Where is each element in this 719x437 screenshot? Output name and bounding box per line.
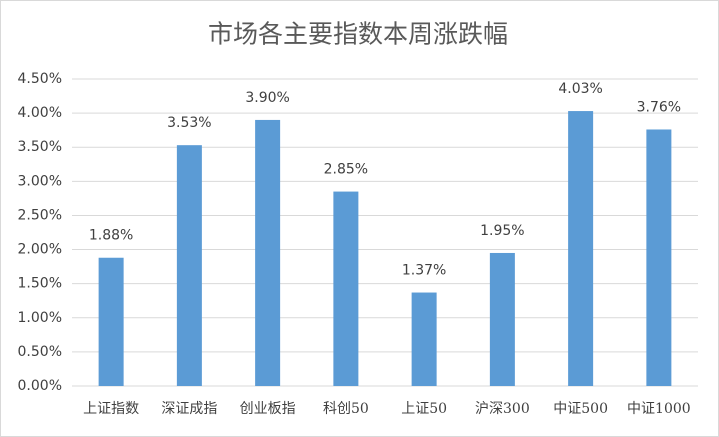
value-label: 3.53% bbox=[167, 115, 211, 131]
x-tick-label: 上证50 bbox=[401, 401, 447, 417]
x-tick-label: 科创50 bbox=[323, 401, 369, 417]
x-tick-label: 中证500 bbox=[553, 401, 608, 417]
y-tick-label: 4.50% bbox=[18, 71, 62, 87]
y-tick-label: 3.00% bbox=[18, 173, 62, 189]
value-label: 1.88% bbox=[89, 228, 133, 244]
y-tick-label: 1.50% bbox=[18, 276, 62, 292]
y-tick-label: 1.00% bbox=[18, 310, 62, 326]
chart-title: 市场各主要指数本周涨跌幅 bbox=[208, 20, 508, 49]
bar bbox=[411, 292, 437, 386]
bar bbox=[255, 119, 281, 386]
x-tick-label: 沪深300 bbox=[475, 401, 530, 417]
bar bbox=[568, 111, 594, 386]
bar bbox=[98, 257, 124, 386]
y-tick-label: 4.00% bbox=[18, 105, 62, 121]
y-tick-label: 2.00% bbox=[18, 242, 62, 258]
bar bbox=[489, 252, 515, 386]
bar bbox=[176, 145, 202, 386]
y-tick-label: 0.00% bbox=[18, 378, 62, 394]
value-label: 3.76% bbox=[637, 99, 681, 115]
value-label: 4.03% bbox=[558, 81, 602, 97]
x-tick-label: 创业板指 bbox=[240, 401, 296, 417]
y-tick-label: 0.50% bbox=[18, 344, 62, 360]
y-tick-label: 2.50% bbox=[18, 207, 62, 223]
bar bbox=[646, 129, 672, 387]
x-tick-label: 深证成指 bbox=[161, 401, 217, 417]
bar bbox=[333, 191, 359, 386]
value-label: 3.90% bbox=[245, 90, 289, 106]
y-tick-label: 3.50% bbox=[18, 139, 62, 155]
value-label: 2.85% bbox=[324, 162, 368, 178]
value-label: 1.95% bbox=[480, 223, 524, 239]
x-tick-label: 上证指数 bbox=[83, 401, 139, 417]
x-tick-label: 中证1000 bbox=[627, 401, 691, 417]
value-label: 1.37% bbox=[402, 263, 446, 279]
